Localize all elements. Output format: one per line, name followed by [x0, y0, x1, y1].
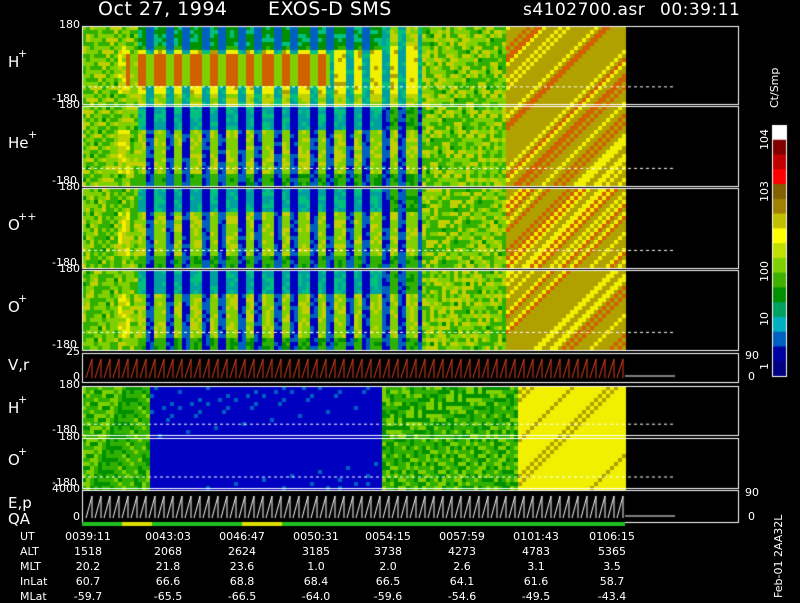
table-cell: 0046:47 [219, 530, 265, 543]
table-cell: 0039:11 [65, 530, 111, 543]
y-axis-max: 180 [59, 378, 80, 391]
plot-instrument: EXOS-D SMS [268, 0, 392, 20]
plot-date: Oct 27, 1994 [98, 0, 228, 20]
y-axis-max: 180 [59, 18, 80, 31]
right-axis-top: 90 [745, 349, 759, 362]
table-cell: 58.7 [599, 575, 625, 588]
table-cell: -66.5 [227, 590, 257, 603]
colorbar-tick: 104 [758, 129, 771, 150]
table-cell: 66.5 [375, 575, 401, 588]
side-note: Feb-01 2AA32L [772, 514, 785, 598]
plot-time: 00:39:11 [660, 0, 741, 20]
panel-label: O [8, 298, 20, 316]
panel-label-2: QA [8, 510, 31, 528]
panel-label: H [8, 53, 20, 71]
table-cell: -43.4 [597, 590, 627, 603]
table-cell: 2624 [228, 545, 256, 558]
y-axis-max: 180 [59, 180, 80, 193]
table-row-label: MLat [20, 590, 47, 603]
table-cell: 1.0 [307, 560, 325, 573]
table-cell: 0043:03 [145, 530, 191, 543]
table-row-label: InLat [20, 575, 48, 588]
y-axis-min: -180 [52, 256, 77, 269]
table-cell: -59.6 [373, 590, 403, 603]
table-cell: 4273 [448, 545, 476, 558]
table-cell: 68.8 [229, 575, 255, 588]
table-cell: 3.1 [527, 560, 545, 573]
panel-label: O [8, 451, 20, 469]
y-axis-min: -180 [52, 174, 77, 187]
table-row-label: UT [20, 530, 35, 543]
table-cell: 20.2 [75, 560, 101, 573]
panel-label-superscript: + [18, 47, 28, 60]
table-cell: 2068 [154, 545, 182, 558]
right-axis-bottom: 0 [748, 510, 755, 523]
table-cell: 3185 [302, 545, 330, 558]
table-cell: 0057:59 [439, 530, 485, 543]
table-cell: 64.1 [449, 575, 475, 588]
table-cell: 21.8 [155, 560, 181, 573]
panel-label-superscript: + [18, 392, 28, 406]
table-cell: 60.7 [75, 575, 101, 588]
y-axis-min: -180 [52, 338, 77, 351]
panel-label-superscript: + [18, 445, 28, 458]
panel-label-superscript: ++ [18, 210, 37, 223]
colorbar-tick: 10 [758, 312, 771, 326]
panel-label: E,p [8, 494, 32, 512]
plot-file: s4102700.asr [523, 0, 646, 20]
y-axis-max: 180 [59, 430, 80, 443]
table-cell: -59.7 [73, 590, 103, 603]
y-axis-max: 180 [59, 262, 80, 275]
colorbar-tick: 100 [758, 261, 771, 282]
colorbar-tick: 103 [758, 181, 771, 202]
table-cell: -54.6 [447, 590, 477, 603]
colorbar-tick: 1 [758, 363, 771, 370]
y-axis-min: -180 [52, 476, 77, 489]
table-cell: -49.5 [521, 590, 551, 603]
panel-label-superscript: + [28, 128, 38, 141]
table-cell: 61.6 [523, 575, 549, 588]
y-axis-max: 25 [66, 345, 80, 358]
panel-label: O [8, 216, 20, 234]
y-axis-min: -180 [52, 423, 77, 436]
table-cell: 5365 [598, 545, 626, 558]
table-cell: 3738 [374, 545, 402, 558]
panel-label-superscript: + [18, 292, 28, 305]
table-cell: -64.0 [301, 590, 331, 603]
table-cell: 2.6 [453, 560, 471, 573]
table-cell: 23.6 [229, 560, 255, 573]
y-axis-max: 4000 [52, 482, 80, 495]
panel-label: He [8, 134, 29, 152]
right-axis-bottom: 0 [748, 370, 755, 383]
table-cell: 4783 [522, 545, 550, 558]
colorbar-unit: Ct/Smp [768, 67, 781, 108]
panel-label: V,r [8, 355, 30, 374]
table-cell: 0054:15 [365, 530, 411, 543]
table-cell: 0106:15 [589, 530, 635, 543]
panel-label: H [8, 398, 20, 417]
table-cell: 68.4 [303, 575, 329, 588]
table-cell: 1518 [74, 545, 102, 558]
table-row-label: MLT [20, 560, 41, 573]
table-cell: 3.5 [603, 560, 621, 573]
y-axis-min: -180 [52, 92, 77, 105]
y-axis-max: 180 [59, 98, 80, 111]
y-axis-min: 0 [73, 370, 80, 383]
table-cell: 66.6 [155, 575, 181, 588]
table-cell: 0101:43 [513, 530, 559, 543]
table-cell: 2.0 [379, 560, 397, 573]
table-cell: -65.5 [153, 590, 183, 603]
y-axis-min: 0 [73, 510, 80, 523]
right-axis-top: 90 [745, 486, 759, 499]
table-row-label: ALT [20, 545, 39, 558]
table-cell: 0050:31 [293, 530, 339, 543]
